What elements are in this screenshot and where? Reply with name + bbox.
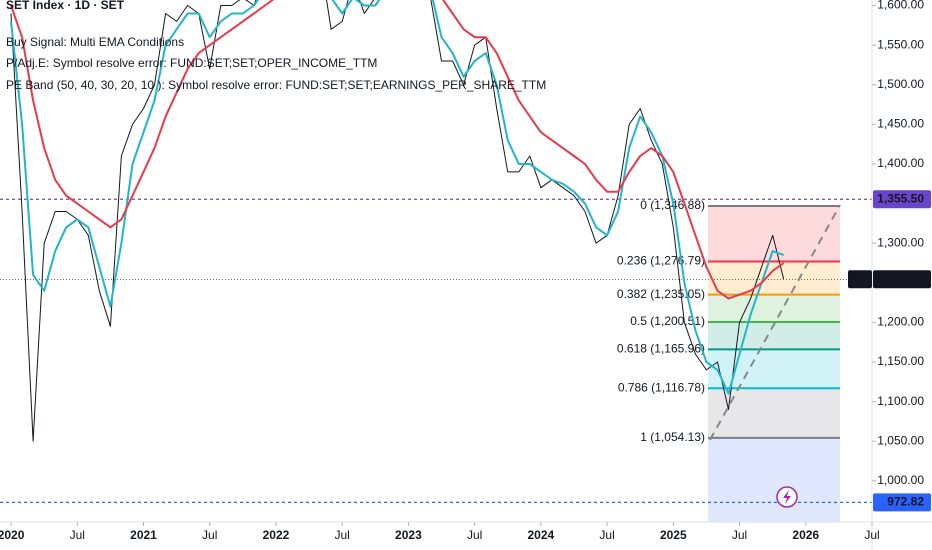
symbol-tag: [848, 270, 872, 289]
price-tag: [873, 190, 931, 209]
series-line: [10, 0, 785, 442]
price-tag-label: 1,355.50: [877, 191, 924, 205]
y-tick-label: 1,050.00: [877, 433, 924, 447]
x-tick-label: 2026: [792, 528, 819, 542]
x-tick-label: Jul: [467, 528, 482, 542]
fib-band: [708, 388, 840, 438]
lightning: [783, 490, 791, 504]
x-tick-label: 2021: [130, 528, 157, 542]
x-tick-label: 2024: [528, 528, 555, 542]
x-tick-label: 2022: [263, 528, 290, 542]
x-tick-label: Jul: [202, 528, 217, 542]
legend-text: P/Adj.E: Symbol resolve error: FUND:SET;…: [6, 56, 377, 70]
price-tag-label: 972.82: [887, 495, 924, 509]
fib-label: 0.5 (1,200.51): [630, 314, 705, 328]
fib-label: 0.382 (1,235.05): [617, 287, 705, 301]
x-tick-label: 2023: [395, 528, 422, 542]
fib-band: [708, 206, 840, 262]
legend-text: PE Band (50, 40, 30, 20, 10 ): Symbol re…: [6, 78, 546, 92]
x-tick-label: Jul: [732, 528, 747, 542]
y-tick-label: 1,000.00: [877, 473, 924, 487]
fib-band: [708, 261, 840, 295]
fib-retracement: 0 (1,346.88)0.236 (1,276.79)0.382 (1,235…: [617, 198, 840, 522]
fib-label: 0.618 (1,165.96): [617, 342, 705, 356]
legend: SET Index · 1D · SET Buy Signal: Multi EM…: [6, 0, 546, 92]
fib-label: 1 (1,054.13): [640, 430, 705, 444]
plot-area: [0, 0, 872, 503]
fib-band: [708, 437, 840, 522]
y-tick-label: 1,300.00: [877, 235, 924, 249]
fib-label: 0.236 (1,276.79): [617, 254, 705, 268]
x-tick-label: 2020: [0, 528, 25, 542]
fib-band: [708, 349, 840, 389]
x-tick-label: Jul: [599, 528, 614, 542]
y-tick-label: 1,150.00: [877, 354, 924, 368]
x-tick-label: Jul: [864, 528, 879, 542]
price-tag: [873, 493, 931, 512]
x-tick-label: Jul: [70, 528, 85, 542]
y-tick-label: 1,200.00: [877, 315, 924, 329]
y-tick-label: 1,400.00: [877, 156, 924, 170]
symbol-tag-label: SET: [848, 271, 872, 285]
x-tick-label: 2025: [660, 528, 687, 542]
price-tag-label: 1,254.40: [877, 271, 924, 285]
series-line: [10, 0, 785, 395]
y-tick-label: 1,450.00: [877, 117, 924, 131]
y-tick-label: 1,550.00: [877, 37, 924, 51]
y-tick-label: 1,600.00: [877, 0, 924, 12]
fib-band: [708, 294, 840, 322]
trend-line: [709, 204, 841, 441]
legend-text: Buy Signal: Multi EMA Conditions: [6, 35, 184, 49]
fib-band: [708, 321, 840, 350]
price-tag: [873, 270, 931, 289]
x-tick-label: Jul: [335, 528, 350, 542]
y-tick-label: 1,500.00: [877, 77, 924, 91]
fib-label: 0.786 (1,116.78): [618, 380, 705, 394]
series-line: [10, 0, 785, 300]
y-tick-label: 1,100.00: [877, 394, 924, 408]
legend-text: SET Index · 1D · SET: [6, 0, 125, 12]
